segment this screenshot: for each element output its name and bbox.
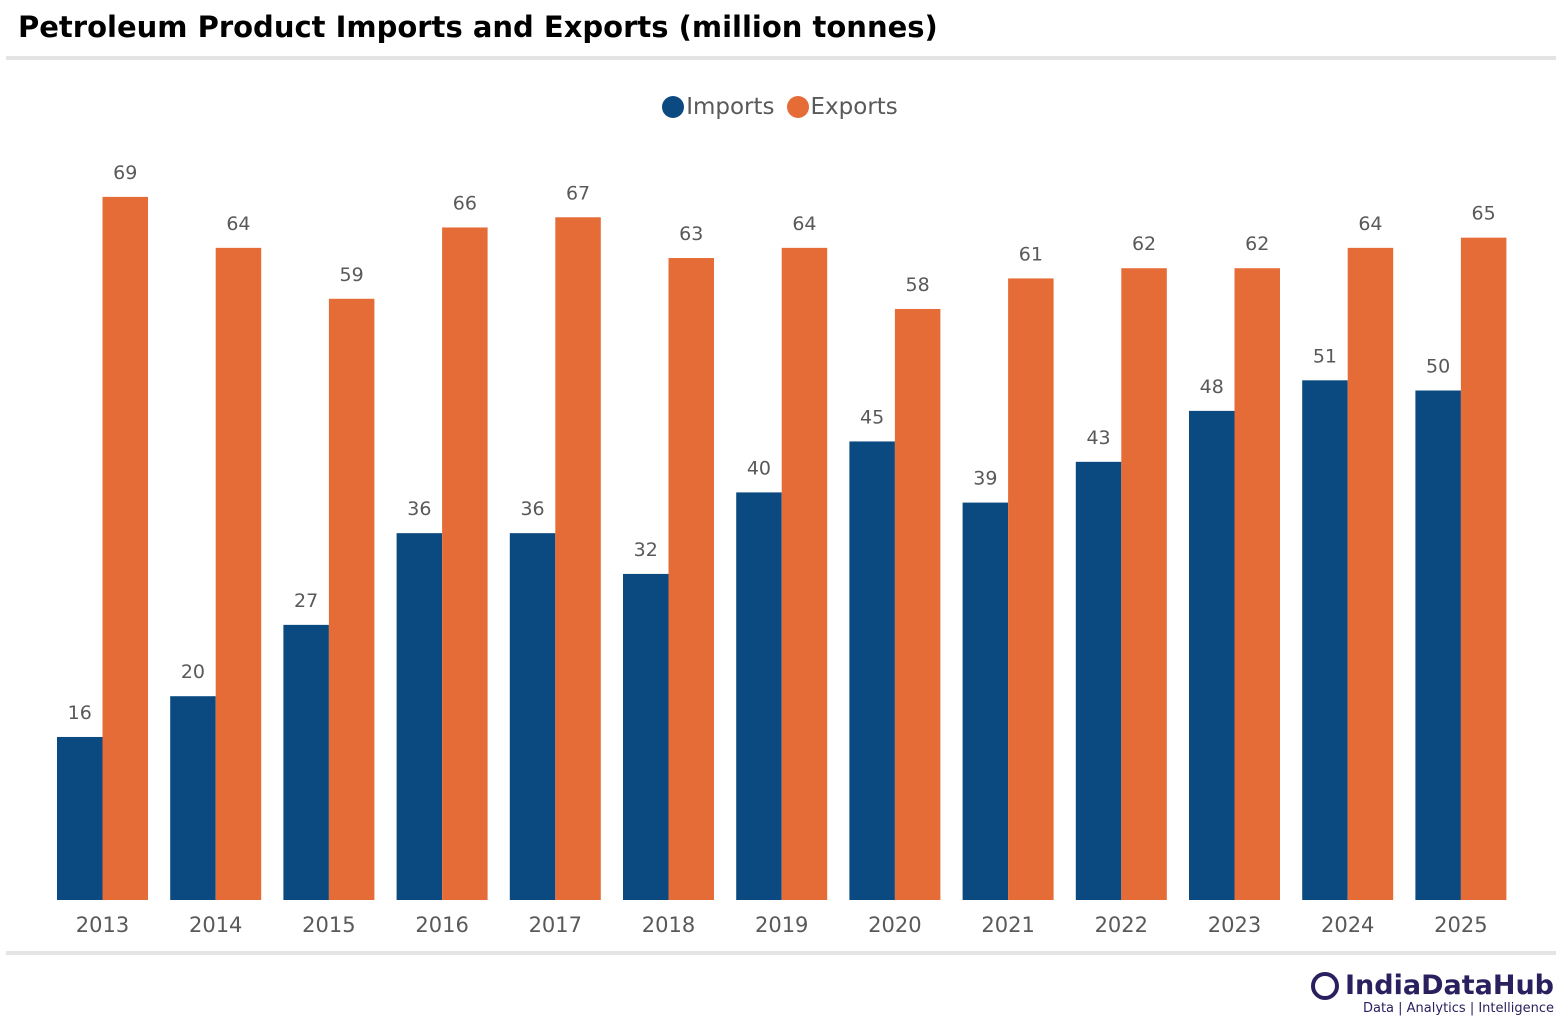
bar-imports-2015 (283, 624, 329, 900)
data-label: 16 (68, 702, 92, 724)
data-label: 45 (860, 406, 884, 428)
data-label: 63 (679, 223, 703, 245)
bar-exports-2025 (1460, 237, 1507, 900)
legend: Imports Exports (0, 94, 1560, 120)
legend-label: Imports (686, 94, 775, 120)
data-label: 64 (1358, 213, 1382, 235)
data-label: 61 (1019, 243, 1043, 265)
bar-exports-2018 (668, 258, 714, 900)
bar-imports-2023 (1189, 410, 1235, 900)
bar-exports-2016 (442, 227, 488, 900)
data-label: 62 (1245, 233, 1269, 255)
bar-exports-2019 (781, 247, 828, 901)
bar-exports-2021 (1008, 278, 1054, 900)
logo-tagline: Data | Analytics | Intelligence (1362, 1001, 1554, 1016)
data-label: 48 (1200, 376, 1224, 398)
data-label: 40 (747, 457, 771, 479)
legend-label: Exports (810, 94, 898, 120)
bar-imports-2022 (1075, 461, 1122, 900)
data-label: 51 (1313, 345, 1337, 367)
bar-exports-2013 (102, 196, 148, 900)
data-label: 27 (294, 590, 318, 612)
x-tick-label: 2020 (868, 913, 921, 937)
top-divider (6, 56, 1556, 60)
data-label: 39 (973, 468, 997, 490)
bar-exports-2020 (894, 308, 941, 901)
legend-item-imports: Imports (662, 94, 775, 120)
data-label: 36 (407, 498, 431, 520)
x-tick-label: 2017 (529, 913, 582, 937)
data-label: 20 (181, 661, 205, 683)
data-label: 36 (520, 498, 544, 520)
bar-imports-2018 (623, 573, 669, 900)
data-label: 69 (113, 162, 137, 184)
bar-imports-2014 (170, 696, 216, 900)
x-tick-label: 2025 (1434, 913, 1487, 937)
data-label: 50 (1426, 356, 1450, 378)
x-tick-label: 2022 (1095, 913, 1148, 937)
bar-imports-2021 (962, 502, 1009, 900)
x-tick-label: 2018 (642, 913, 695, 937)
data-label: 66 (453, 192, 477, 214)
data-label: 32 (634, 539, 658, 561)
x-tick-label: 2013 (76, 913, 129, 937)
x-tick-label: 2021 (981, 913, 1034, 937)
bar-imports-2025 (1415, 390, 1461, 900)
bar-imports-2020 (849, 441, 895, 900)
bar-imports-2024 (1302, 380, 1348, 900)
bar-imports-2016 (396, 533, 443, 900)
bar-exports-2014 (215, 247, 262, 901)
x-tick-label: 2023 (1208, 913, 1261, 937)
logo: IndiaDataHub Data | Analytics | Intellig… (1311, 970, 1554, 1016)
bar-imports-2013 (57, 736, 103, 900)
bar-imports-2017 (509, 533, 556, 900)
x-tick-label: 2016 (415, 913, 468, 937)
x-tick-label: 2014 (189, 913, 242, 937)
logo-icon (1311, 971, 1340, 1000)
data-label: 64 (226, 213, 250, 235)
data-label: 64 (792, 213, 816, 235)
exports-swatch (786, 96, 809, 118)
bar-exports-2024 (1347, 247, 1394, 901)
bar-exports-2023 (1234, 268, 1280, 901)
bar-imports-2019 (736, 492, 782, 900)
legend-item-exports: Exports (786, 94, 898, 120)
bar-exports-2017 (555, 217, 601, 900)
bottom-divider (6, 951, 1556, 955)
bar-exports-2022 (1121, 268, 1167, 901)
data-label: 67 (566, 182, 590, 204)
x-tick-label: 2019 (755, 913, 808, 937)
chart-title: Petroleum Product Imports and Exports (m… (18, 10, 938, 44)
bar-exports-2015 (328, 298, 375, 900)
imports-swatch (662, 96, 685, 118)
data-label: 43 (1086, 427, 1110, 449)
x-tick-label: 2015 (302, 913, 355, 937)
data-label: 62 (1132, 233, 1156, 255)
data-label: 58 (906, 274, 930, 296)
data-label: 59 (340, 264, 364, 286)
data-label: 65 (1472, 203, 1496, 225)
logo-name: IndiaDataHub (1345, 970, 1554, 1001)
x-tick-label: 2024 (1321, 913, 1374, 937)
